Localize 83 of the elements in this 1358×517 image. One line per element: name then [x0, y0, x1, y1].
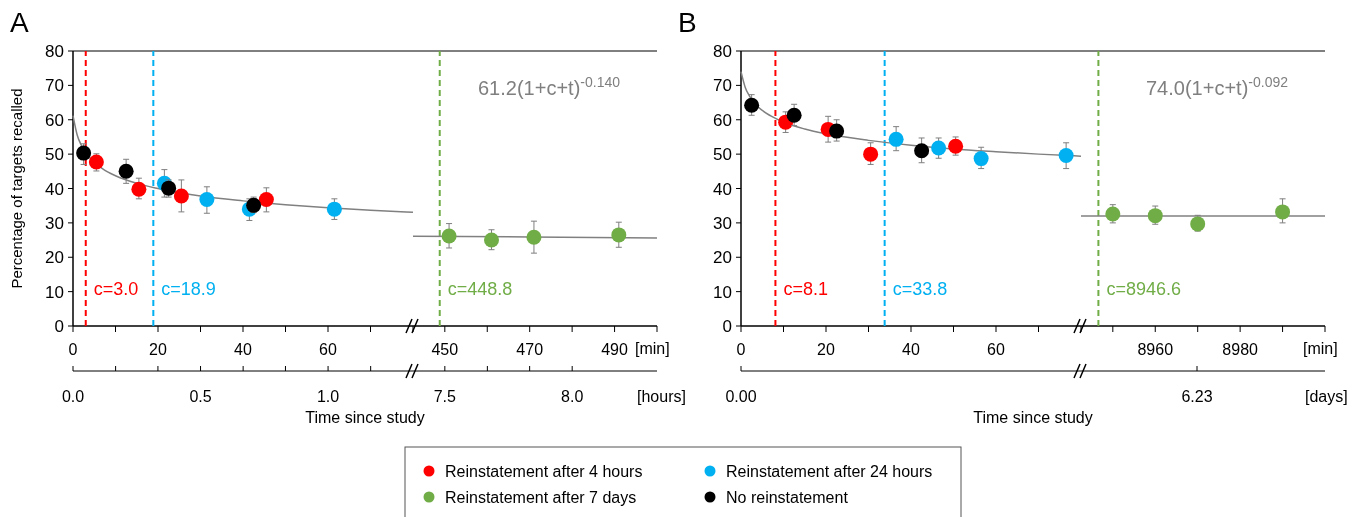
x-tick-label: 20 — [817, 341, 835, 358]
x2-tick-label: 1.0 — [316, 388, 340, 405]
legend-label: Reinstatement after 4 hours — [445, 463, 643, 480]
y-tick-label: 50 — [45, 145, 64, 165]
x2-axis-title: Time since study — [305, 409, 425, 426]
y-tick-label: 0 — [54, 317, 64, 336]
y-tick-label: 80 — [713, 42, 732, 61]
legend-label: Reinstatement after 7 days — [445, 489, 637, 506]
point — [246, 197, 262, 213]
point — [931, 140, 947, 156]
point — [118, 163, 134, 179]
x2-tick-label: 8.0 — [561, 388, 584, 405]
x-tick-label: 40 — [234, 341, 252, 358]
legend-label: Reinstatement after 24 hours — [726, 463, 933, 480]
y-tick-label: 30 — [45, 213, 64, 233]
y-tick-label: 50 — [713, 145, 732, 165]
x-tick-label: 0 — [68, 341, 78, 358]
point — [1105, 206, 1121, 222]
x-tick-label: 470 — [516, 341, 544, 358]
point — [1147, 208, 1163, 224]
x-tick-label: 8980 — [1222, 341, 1259, 358]
point — [914, 143, 930, 159]
x-tick-label: 20 — [149, 341, 167, 358]
text: [min] — [635, 340, 670, 357]
point — [76, 145, 92, 161]
point — [1275, 204, 1291, 220]
point — [199, 192, 215, 207]
annotation: 74.0(1+c+t)$^{-0.092}$ — [1146, 74, 1289, 99]
point — [744, 97, 760, 113]
point — [786, 107, 802, 123]
text: [days] — [1305, 388, 1348, 405]
x2-tick-label: 0.0 — [61, 388, 85, 405]
y-tick-label: 70 — [45, 76, 64, 96]
y-tick-label: 20 — [45, 248, 64, 268]
x-tick-label: 60 — [987, 341, 1005, 358]
x-tick-label: 0 — [736, 341, 746, 358]
point — [829, 123, 845, 139]
point — [973, 151, 989, 167]
ref-line-label: c=8946.6 — [1106, 279, 1181, 299]
y-axis-title: Percentage of targets recalled — [8, 88, 25, 289]
text: [hours] — [637, 388, 686, 405]
y-tick-label: 0 — [722, 317, 732, 336]
x-tick-label: 490 — [601, 341, 629, 358]
chart-title: B — [678, 7, 697, 38]
x2-tick-label: 0.5 — [189, 388, 212, 405]
point — [948, 138, 964, 154]
point — [131, 181, 147, 197]
ref-line-label: c=448.8 — [447, 279, 513, 299]
point — [1058, 148, 1074, 163]
y-tick-label: 80 — [45, 42, 64, 61]
ref-line-label: c=18.9 — [161, 279, 216, 299]
text: 0.00 — [725, 388, 757, 405]
ref-line-label: c=33.8 — [892, 279, 948, 299]
annotation: 61.2(1+c+t)$^{-0.140}$ — [478, 74, 621, 99]
point — [863, 146, 879, 162]
text: 6.23 — [1181, 388, 1213, 405]
y-tick-label: 40 — [713, 179, 732, 199]
x-tick-label: 60 — [319, 341, 337, 358]
x2-axis-title: Time since study — [973, 409, 1093, 426]
y-tick-label: 70 — [713, 76, 732, 96]
y-tick-label: 60 — [45, 110, 64, 130]
point — [1190, 216, 1206, 232]
y-tick-label: 30 — [713, 213, 732, 233]
point — [888, 131, 904, 147]
chart-title: A — [10, 7, 29, 38]
y-tick-label: 10 — [45, 282, 64, 302]
x2-tick-label: 7.5 — [433, 388, 457, 405]
y-tick-label: 40 — [45, 179, 64, 199]
ref-line-label: c=8.1 — [783, 279, 828, 299]
x-tick-label: 40 — [902, 341, 920, 358]
x-tick-label: 450 — [431, 341, 459, 358]
y-tick-label: 10 — [713, 282, 732, 302]
ref-line-label: c=3.0 — [93, 279, 139, 299]
point — [326, 201, 342, 217]
x-tick-label: 8960 — [1137, 341, 1174, 358]
point — [161, 180, 177, 196]
text: [min] — [1303, 340, 1338, 357]
point — [258, 192, 274, 207]
point — [88, 154, 104, 170]
point — [173, 188, 189, 204]
y-tick-label: 60 — [713, 110, 732, 130]
legend-label: No reinstatement — [726, 489, 849, 506]
y-tick-label: 20 — [713, 248, 732, 268]
